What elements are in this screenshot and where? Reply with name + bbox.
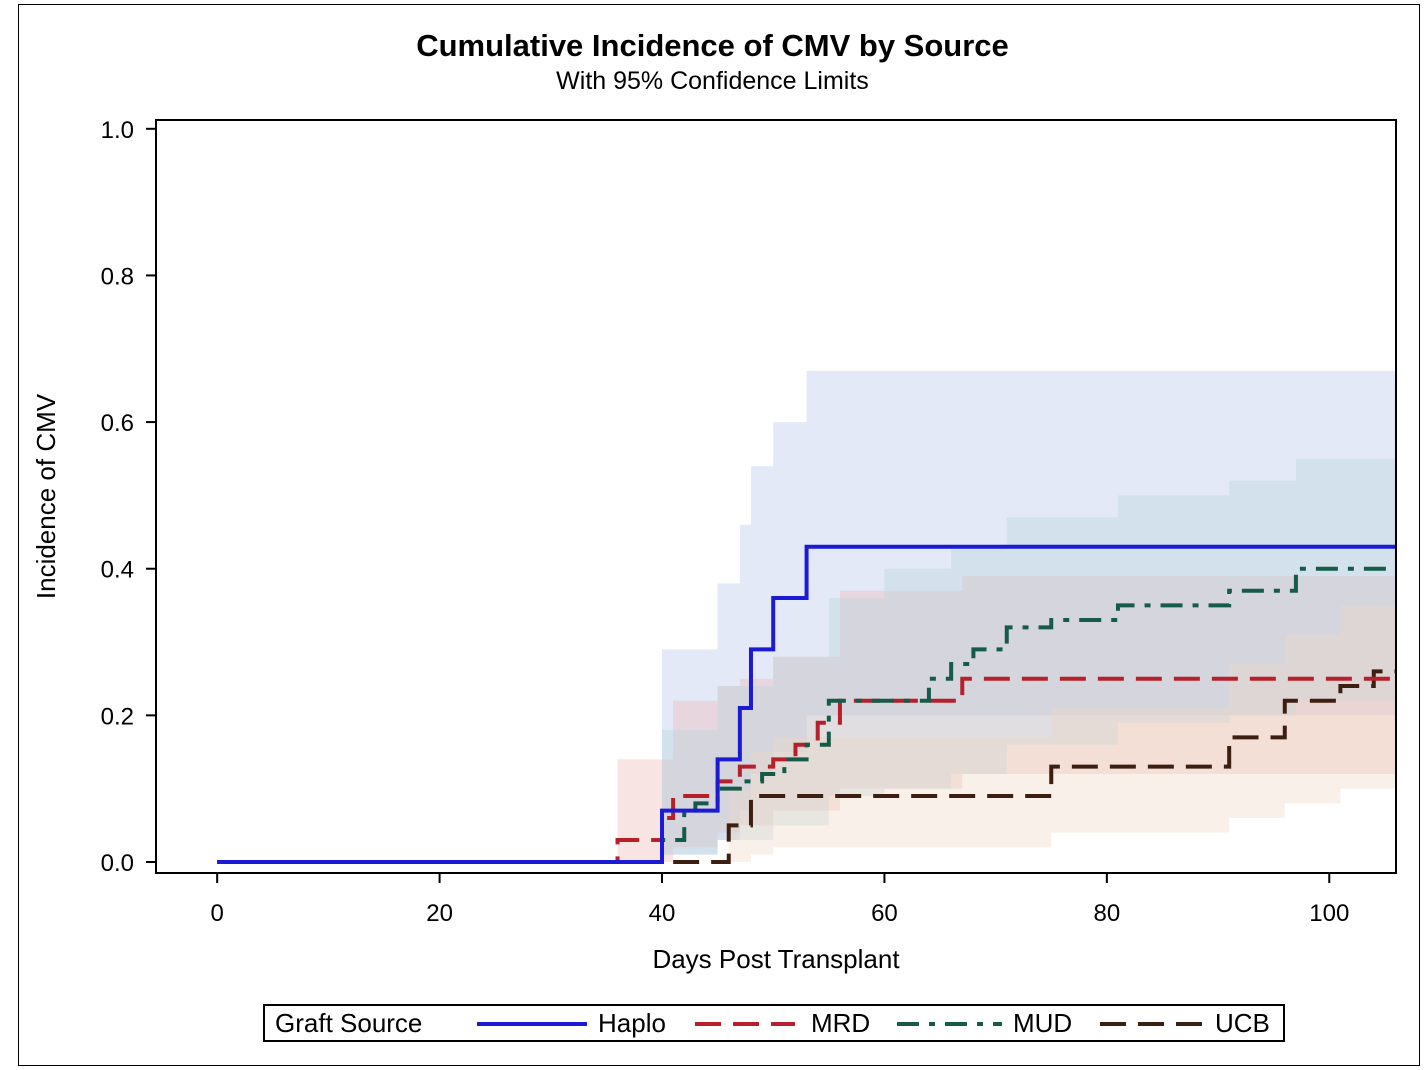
legend-label-mud: MUD	[1013, 1008, 1073, 1038]
ci-band-mrd	[617, 561, 1396, 863]
series-line-mud	[217, 566, 1396, 865]
ci-band-haplo	[662, 370, 1396, 855]
series-line-haplo	[217, 544, 1396, 865]
chart-subtitle: With 95% Confidence Limits	[556, 67, 869, 95]
x-tick-label-80: 80	[1094, 900, 1121, 927]
y-tick-label-0.4: 0.4	[101, 557, 134, 584]
legend-swatch-haplo	[477, 1022, 587, 1026]
legend-swatch-ucb	[1100, 1022, 1203, 1026]
confidence-bands	[617, 370, 1396, 863]
y-axis-title: Incidence of CMV	[31, 393, 61, 599]
y-tick-label-0.2: 0.2	[101, 703, 134, 730]
ci-band-mud	[662, 458, 1396, 855]
y-tick-label-1.0: 1.0	[101, 117, 134, 144]
y-tick-label-0.8: 0.8	[101, 263, 134, 290]
chart-title: Cumulative Incidence of CMV by Source	[416, 28, 1009, 63]
legend-swatch-mrd	[695, 1022, 795, 1026]
x-tick-label-40: 40	[649, 900, 676, 927]
series-lines	[217, 544, 1396, 865]
x-tick-label-60: 60	[871, 900, 898, 927]
legend: Graft Source Haplo MRD MUD UCB	[263, 1004, 1285, 1042]
x-axis-title: Days Post Transplant	[652, 944, 900, 974]
legend-label-mrd: MRD	[811, 1008, 871, 1038]
chart-frame	[18, 4, 1420, 1066]
x-tick-label-100: 100	[1309, 900, 1349, 927]
legend-label-ucb: UCB	[1215, 1008, 1270, 1038]
y-tick-label-0.0: 0.0	[101, 850, 134, 877]
x-tick-label-20: 20	[426, 900, 453, 927]
plot-area-border	[155, 119, 1397, 874]
y-tick-label-0.6: 0.6	[101, 410, 134, 437]
x-tick-label-0: 0	[210, 900, 223, 927]
series-line-ucb	[217, 669, 1396, 865]
axes: 0 20 40 60 80 100 0.0 0.2 0.4 0.6 0.8 1.0	[101, 117, 1350, 927]
legend-title: Graft Source	[275, 1008, 423, 1038]
legend-label-haplo: Haplo	[598, 1008, 666, 1038]
legend-swatch-mud	[897, 1022, 1002, 1026]
